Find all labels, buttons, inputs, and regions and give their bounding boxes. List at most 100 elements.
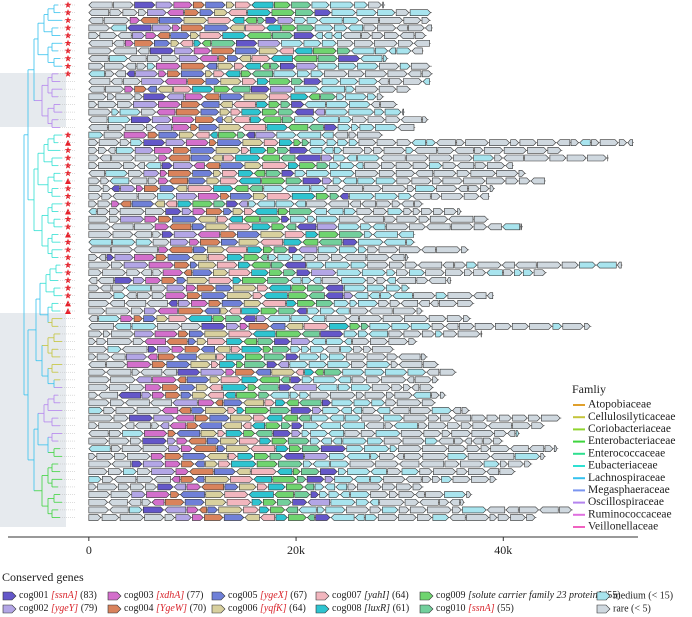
gene-arrow [224, 483, 239, 491]
gene-arrow [111, 460, 132, 468]
gene-arrow [473, 154, 494, 162]
gene-arrow [200, 368, 226, 376]
gene-arrow [243, 300, 262, 307]
gene-arrow [357, 483, 382, 491]
gene-arrow [134, 85, 147, 93]
gene-arrow [262, 108, 278, 116]
gene-arrow [366, 277, 377, 284]
gene-arrow [150, 399, 172, 407]
gene-arrow [310, 70, 324, 78]
gene-arrow [271, 368, 296, 376]
gene-arrow [460, 422, 473, 430]
gene-arrow [438, 437, 454, 445]
gene-arrow [88, 384, 109, 391]
gene-arrow [409, 407, 432, 414]
gene-arrow [528, 414, 541, 422]
gene-arrow [349, 322, 361, 330]
gene-arrow [412, 208, 421, 215]
gene-count: (79) [81, 603, 98, 614]
gene-arrow [152, 269, 163, 277]
gene-arrow [312, 460, 330, 468]
gene-arrow [316, 215, 339, 223]
gene-arrow [107, 345, 122, 353]
gene-arrow [198, 399, 215, 407]
gene-arrow [108, 124, 125, 131]
gene-arrow [230, 108, 242, 116]
gene-arrow [406, 154, 429, 162]
gene-arrow [88, 307, 106, 315]
gene-arrow [180, 475, 195, 483]
gene-arrow [447, 453, 468, 460]
gene-arrow [176, 192, 198, 200]
gene-arrow [88, 170, 105, 177]
gene-arrow [370, 491, 389, 498]
gene-arrow [371, 384, 392, 391]
gene-arrow [398, 231, 414, 238]
gene-arrow [199, 32, 222, 39]
gene-arrow [213, 200, 226, 208]
gene-arrow [208, 277, 233, 284]
gene-arrow [227, 407, 237, 414]
gene-arrow [125, 62, 137, 70]
gene-arrow [278, 108, 294, 116]
gene-arrow [111, 284, 126, 292]
gene-arrow [187, 185, 213, 192]
gene-arrow [526, 514, 536, 521]
gene-arrow [421, 208, 433, 215]
gene-arrow [231, 16, 245, 24]
gene-arrow [251, 261, 271, 269]
gene-arrow [158, 154, 168, 162]
gene-arrow [178, 307, 204, 315]
gene-arrow [466, 261, 478, 269]
gene-track [88, 361, 440, 368]
gene-arrow [326, 101, 349, 108]
gene-arrow [515, 430, 520, 437]
gene-arrow [125, 399, 150, 407]
gene-arrow [200, 101, 220, 108]
gene-arrow [363, 345, 372, 353]
gene-arrow [159, 185, 176, 192]
x-tick-label: 20k [287, 543, 305, 557]
gene-arrow [452, 506, 462, 514]
gene-track [88, 238, 416, 246]
gene-arrow [269, 407, 291, 414]
gene-arrow [349, 192, 375, 200]
gene-arrow [547, 147, 562, 154]
gene-arrow [222, 170, 238, 177]
family-label: Enterococcaceae [588, 447, 665, 459]
gene-arrow [570, 139, 579, 146]
gene-arrow [213, 269, 229, 277]
gene-arrow [405, 475, 422, 483]
gene-arrow [388, 338, 409, 345]
gene-arrow [456, 170, 471, 177]
gene-arrow [97, 277, 114, 284]
gene-id: cog005 [228, 590, 257, 601]
gene-arrow [233, 185, 249, 192]
gene-arrow [141, 498, 152, 506]
gene-arrow [236, 407, 245, 414]
gene-arrow [140, 368, 163, 376]
gene-arrow [296, 307, 307, 315]
gene-swatch [419, 591, 434, 601]
gene-arrow [389, 78, 403, 85]
gene-arrow [257, 16, 265, 24]
gene-arrow [317, 384, 338, 391]
gene-arrow [323, 32, 333, 39]
gene-track [88, 1, 386, 9]
gene-arrow [439, 498, 450, 506]
gene-arrow [375, 430, 401, 437]
gene-name: [ygeY] [51, 603, 78, 614]
gene-arrow [385, 116, 401, 124]
gene-arrow [326, 338, 344, 345]
gene-arrow [133, 246, 158, 254]
gene-arrow [192, 1, 205, 9]
gene-arrow [293, 139, 302, 146]
gene-arrow [314, 24, 334, 32]
gene-arrow [215, 147, 241, 154]
gene-arrow [259, 437, 272, 445]
gene-arrow [242, 422, 252, 430]
gene-arrow [403, 330, 422, 338]
x-tick-label: 0 [86, 543, 92, 557]
gene-arrow [133, 315, 143, 322]
gene-arrow [301, 376, 313, 384]
